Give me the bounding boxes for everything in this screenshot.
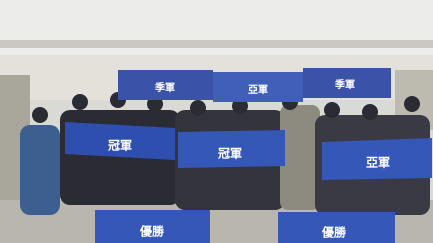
sign-label: 冠軍 [108,139,132,153]
sign-label: 優勝 [321,225,347,240]
sign-label: 冠軍 [218,147,242,161]
person-head [190,100,206,116]
person-head [32,107,48,123]
sign-label: 優勝 [139,224,165,239]
sign-label: 季軍 [334,78,355,91]
person [20,125,60,215]
beam [0,40,433,48]
page: 季軍 亞軍 季軍 冠軍 冠軍 亞軍 優勝 優勝 (() => { const d… [0,0,433,243]
sign-label: 亞軍 [248,84,268,96]
photo: 季軍 亞軍 季軍 冠軍 冠軍 亞軍 優勝 優勝 [0,0,433,243]
person-head [72,94,88,110]
person-head [324,102,340,118]
person-head [404,96,420,112]
sign-label: 亞軍 [366,156,390,170]
person-head [362,104,378,120]
person [280,105,320,210]
sign-label: 季軍 [154,81,175,94]
